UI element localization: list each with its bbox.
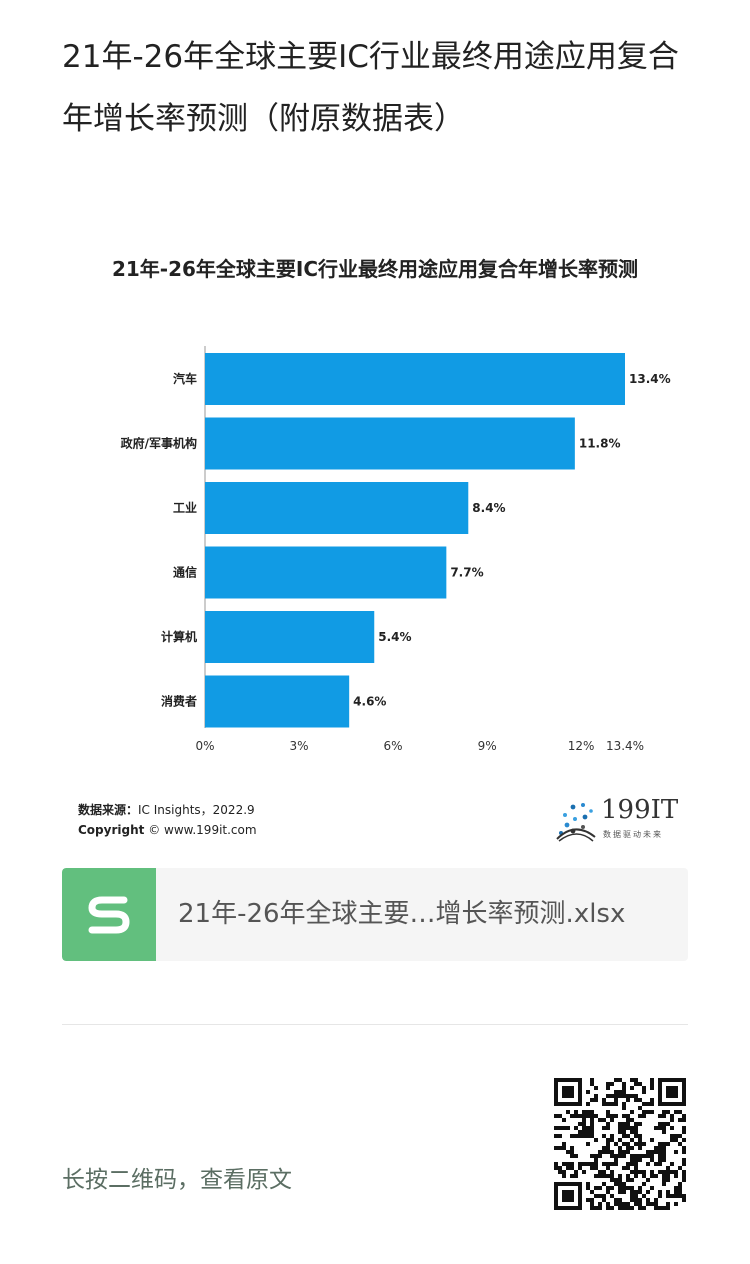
- value-label-0: 13.4%: [629, 372, 671, 386]
- divider: [62, 1024, 688, 1025]
- value-label-2: 8.4%: [472, 501, 505, 515]
- bar-chart: 21年-26年全球主要IC行业最终用途应用复合年增长率预测 汽车 13.4% 政府/…: [112, 257, 671, 753]
- category-label-3: 通信: [173, 565, 197, 580]
- category-label-5: 消费者: [161, 694, 197, 709]
- bar-4: [205, 611, 375, 663]
- category-label-0: 汽车: [173, 371, 197, 386]
- article-title: 21年-26年全球主要IC行业最终用途应用复合年增长率预测（附原数据表）: [62, 39, 679, 137]
- x-tick-label-5: 13.4%: [606, 739, 644, 753]
- x-tick-label-1: 3%: [290, 739, 309, 753]
- x-tick-label-4: 12%: [568, 739, 595, 753]
- qr-hint-text: 长按二维码，查看原文: [62, 1167, 292, 1193]
- value-label-3: 7.7%: [450, 566, 483, 580]
- qr-code-icon[interactable]: [554, 1078, 686, 1210]
- value-label-4: 5.4%: [378, 630, 411, 644]
- value-label-1: 11.8%: [579, 437, 621, 451]
- bar-2: [205, 482, 469, 534]
- bar-5: [205, 675, 350, 728]
- category-label-2: 工业: [173, 500, 197, 515]
- chart-title: 21年-26年全球主要IC行业最终用途应用复合年增长率预测: [112, 257, 638, 281]
- attachment-card[interactable]: 21年-26年全球主要…增长率预测.xlsx: [62, 868, 688, 961]
- logo-tagline: 数据驱动未来: [603, 830, 663, 839]
- attachment-filename: 21年-26年全球主要…增长率预测.xlsx: [178, 899, 626, 929]
- dots-logo-icon: [556, 803, 596, 842]
- bar-3: [205, 546, 447, 599]
- source-block: 数据来源：IC Insights，2022.9 Copyright © www.…: [78, 800, 257, 840]
- x-tick-label-3: 9%: [478, 739, 497, 753]
- copyright-label: Copyright: [78, 823, 145, 837]
- category-label-4: 计算机: [161, 629, 197, 644]
- logo-text: 199IT: [601, 795, 679, 825]
- source-text: IC Insights，2022.9: [138, 803, 255, 817]
- x-tick-label-0: 0%: [195, 739, 214, 753]
- x-tick-label-2: 6%: [384, 739, 403, 753]
- copyright-text: © www.199it.com: [148, 823, 257, 837]
- bar-1: [205, 417, 575, 470]
- brand-logo: 199IT 数据驱动未来: [553, 795, 683, 843]
- source-label: 数据来源：: [78, 803, 139, 817]
- value-label-5: 4.6%: [353, 695, 386, 709]
- category-label-1: 政府/军事机构: [121, 436, 197, 451]
- spreadsheet-s-icon: [62, 868, 156, 961]
- bar-0: [205, 353, 625, 405]
